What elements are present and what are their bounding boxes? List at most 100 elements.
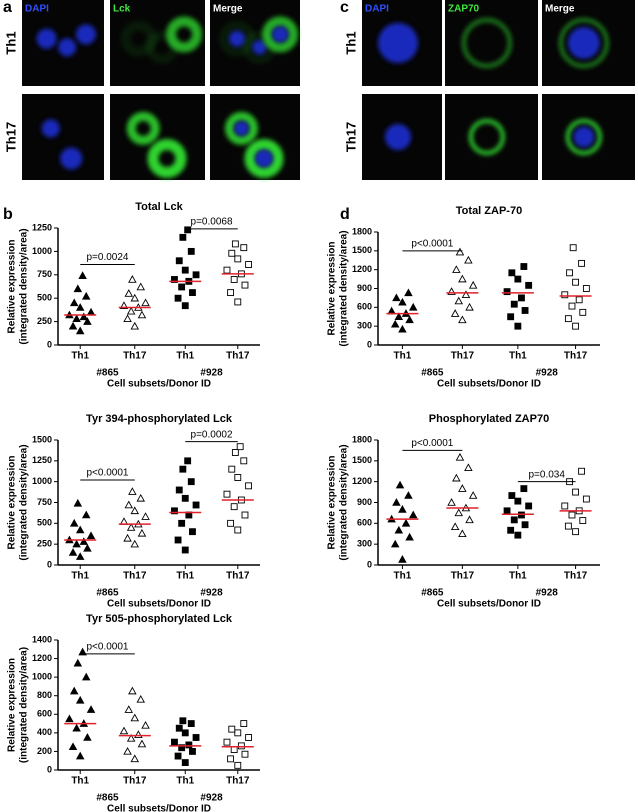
data-point xyxy=(237,742,245,750)
data-point xyxy=(395,480,405,489)
data-point xyxy=(68,742,78,751)
data-point xyxy=(223,738,231,746)
data-point xyxy=(83,733,92,741)
data-point xyxy=(130,713,140,722)
data-point xyxy=(79,312,89,321)
panel-label: d xyxy=(340,206,350,223)
data-point xyxy=(510,300,518,308)
data-point xyxy=(174,752,182,760)
data-point xyxy=(458,315,467,324)
p-value: p<0.0001 xyxy=(411,438,453,449)
data-point xyxy=(390,539,400,548)
data-point xyxy=(130,506,140,515)
data-point xyxy=(128,275,137,283)
data-point xyxy=(79,537,89,545)
data-point xyxy=(136,695,146,703)
data-point xyxy=(582,495,590,503)
micrograph xyxy=(445,94,538,180)
data-point xyxy=(241,511,249,519)
y-tick-label: 1000 xyxy=(32,246,52,256)
data-point xyxy=(185,741,193,749)
nucleus xyxy=(58,38,77,57)
data-point xyxy=(178,283,186,291)
x-axis-label: Cell subsets/Donor ID xyxy=(437,599,541,610)
channel-label: Merge xyxy=(213,4,243,15)
data-point xyxy=(521,307,529,314)
data-point xyxy=(130,754,140,763)
donor-label: #865 xyxy=(96,588,119,599)
data-point xyxy=(78,271,87,279)
y-tick-label: 900 xyxy=(357,283,372,293)
data-point xyxy=(75,751,85,760)
data-point xyxy=(86,705,96,713)
chart-title: Tyr 505-phosphorylated Lck xyxy=(86,613,233,625)
data-point xyxy=(137,310,147,319)
y-axis-label: (integrated density/area) xyxy=(19,444,30,560)
x-tick-label: Th1 xyxy=(394,351,412,362)
data-point xyxy=(404,491,413,499)
p-value: p<0.0001 xyxy=(411,238,453,249)
y-tick-label: 600 xyxy=(37,709,52,719)
data-point xyxy=(141,721,150,729)
data-point xyxy=(130,539,140,548)
x-tick-label: Th1 xyxy=(176,351,194,362)
data-point xyxy=(452,473,461,482)
data-point xyxy=(69,518,79,527)
x-tick-label: Th1 xyxy=(71,776,89,787)
x-tick-label: Th17 xyxy=(451,351,475,362)
donor-label: #865 xyxy=(421,588,444,599)
data-point xyxy=(192,501,200,509)
data-point xyxy=(73,498,83,507)
y-tick-label: 750 xyxy=(37,269,52,279)
data-point xyxy=(514,322,522,330)
data-point xyxy=(514,497,522,505)
data-point xyxy=(234,474,242,481)
data-point xyxy=(408,302,418,311)
data-point xyxy=(575,296,583,304)
data-point xyxy=(223,490,231,498)
data-point xyxy=(181,302,189,310)
data-point xyxy=(461,290,471,299)
data-point xyxy=(507,313,515,321)
data-point xyxy=(228,465,236,473)
p-value: p=0.0068 xyxy=(191,217,233,228)
data-point xyxy=(582,285,590,292)
data-point xyxy=(572,278,580,286)
green-signal xyxy=(244,139,284,178)
data-point xyxy=(123,747,132,755)
x-tick-label: Th17 xyxy=(564,351,588,362)
data-point xyxy=(171,738,178,746)
data-point xyxy=(578,467,586,475)
data-point xyxy=(568,511,576,519)
y-axis-label: (integrated density/area) xyxy=(339,444,350,560)
donor-label: #928 xyxy=(536,588,559,599)
data-point xyxy=(171,507,178,515)
row-label: Th17 xyxy=(3,122,18,152)
data-point xyxy=(123,533,132,542)
y-tick-label: 1800 xyxy=(352,434,372,444)
chart-title: Phosphorylated ZAP70 xyxy=(429,413,549,425)
channel-label: DAPI xyxy=(25,4,49,15)
data-point xyxy=(124,289,134,297)
donor-label: #928 xyxy=(536,368,559,379)
data-point xyxy=(503,507,511,515)
data-point xyxy=(450,309,460,317)
data-point xyxy=(394,312,404,320)
data-point xyxy=(184,226,192,234)
data-point xyxy=(68,321,78,330)
data-point xyxy=(245,734,253,741)
data-point xyxy=(123,314,132,323)
x-axis-label: Cell subsets/Donor ID xyxy=(107,804,211,812)
data-point xyxy=(181,546,189,554)
data-point xyxy=(69,686,79,695)
data-point xyxy=(81,672,91,681)
data-point xyxy=(179,717,187,725)
data-point xyxy=(566,269,574,277)
data-point xyxy=(141,298,150,307)
y-tick-label: 1500 xyxy=(352,455,372,465)
donor-label: #865 xyxy=(96,368,119,379)
data-point xyxy=(181,729,189,737)
row-label: Th1 xyxy=(3,31,18,54)
micrograph xyxy=(445,0,538,86)
nucleus xyxy=(255,149,273,168)
